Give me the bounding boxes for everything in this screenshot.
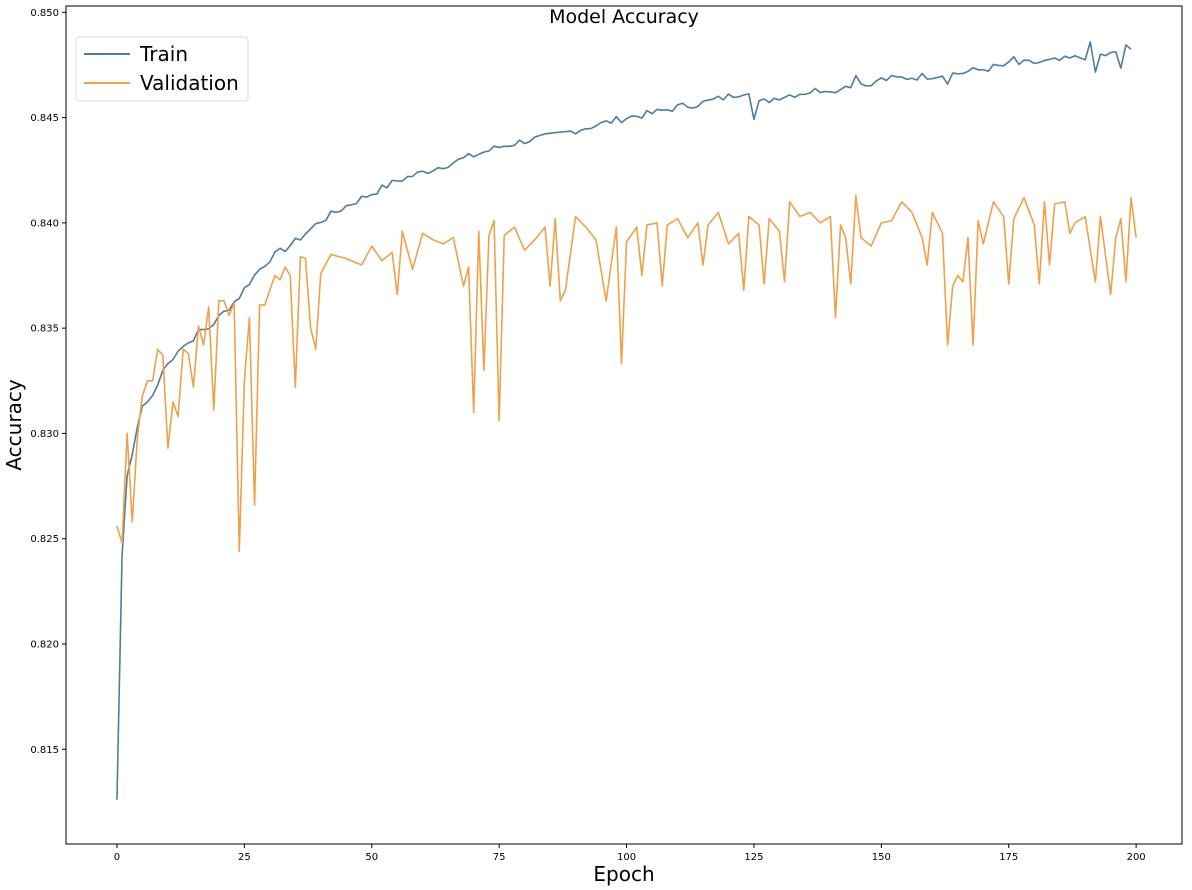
- x-axis-label: Epoch: [593, 862, 654, 886]
- y-tick-label: 0.825: [30, 534, 59, 545]
- x-tick-label: 25: [238, 852, 251, 863]
- y-tick-label: 0.815: [30, 745, 59, 756]
- x-tick-label: 125: [744, 852, 763, 863]
- x-axis: 0 25 50 75 100 125 150 175 200: [114, 844, 1146, 863]
- y-tick-label: 0.850: [30, 8, 59, 19]
- x-tick-label: 75: [493, 852, 506, 863]
- x-tick-label: 0: [114, 852, 120, 863]
- x-tick-label: 100: [617, 852, 636, 863]
- series-line-train: [116, 41, 1132, 800]
- y-tick-label: 0.820: [30, 639, 59, 650]
- plot-area: [65, 5, 1183, 845]
- y-axis-label: Accuracy: [2, 379, 26, 470]
- x-tick-label: 150: [872, 852, 891, 863]
- legend: Train Validation: [75, 36, 249, 102]
- y-axis: 0.815 0.820 0.825 0.830 0.835 0.840 0.845 0.850: [30, 8, 66, 756]
- x-tick-label: 200: [1127, 852, 1146, 863]
- y-tick-label: 0.840: [30, 218, 59, 229]
- y-tick-label: 0.845: [30, 113, 59, 124]
- x-tick-label: 50: [365, 852, 378, 863]
- y-tick-label: 0.830: [30, 429, 59, 440]
- legend-label-validation: Validation: [140, 71, 239, 95]
- chart-title: Model Accuracy: [549, 6, 699, 28]
- x-tick-label: 175: [999, 852, 1018, 863]
- series-layer: [116, 41, 1137, 800]
- legend-label-train: Train: [139, 42, 188, 66]
- series-line-validation: [116, 194, 1137, 553]
- y-tick-label: 0.835: [30, 324, 59, 335]
